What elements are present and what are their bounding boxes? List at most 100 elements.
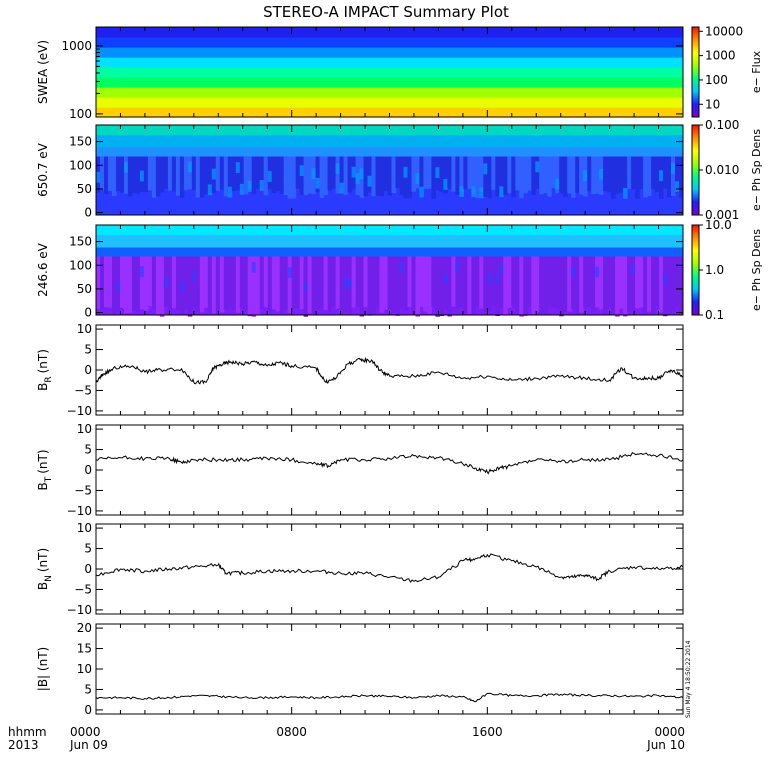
pad650-cell <box>207 184 213 196</box>
pad650-cell <box>571 156 576 198</box>
pad246-cell <box>227 235 233 248</box>
pad650-cell <box>623 135 628 148</box>
pad246-cell <box>431 235 436 248</box>
pad650-cell <box>415 156 420 189</box>
pad246-cell <box>195 247 201 257</box>
pad650-cell <box>395 135 400 148</box>
pad650-cell <box>175 156 181 196</box>
pad650-cell <box>479 125 484 136</box>
pad246-cell <box>663 274 668 285</box>
pad246-cell <box>507 247 512 257</box>
pad650-cell <box>367 175 372 187</box>
pad246-cell <box>619 256 624 309</box>
pad246-cell <box>183 225 189 236</box>
pad246-cell <box>343 235 349 248</box>
pad246-cell <box>463 235 468 248</box>
pad246-cell <box>367 235 372 248</box>
pad246-cell <box>451 225 456 236</box>
pad650-cell <box>635 156 640 199</box>
bmag-ytick-label: 10 <box>77 662 92 676</box>
pad650-cell <box>139 170 145 182</box>
pad650-cell <box>307 135 313 148</box>
bmag-ytick-label: 15 <box>77 642 92 656</box>
pad246-cell <box>151 256 157 310</box>
pad650-cell <box>559 125 564 136</box>
pad650-cell <box>223 147 229 157</box>
pad246-cell <box>567 225 572 236</box>
swea-energy-band <box>96 57 683 68</box>
pad246-cell <box>267 247 273 257</box>
pad650-cell <box>391 147 396 157</box>
pad246-cell <box>527 256 532 307</box>
pad246-cell <box>379 225 384 236</box>
pad246-cell <box>671 247 676 257</box>
pad650-cell <box>255 135 261 148</box>
pad650-cell <box>467 135 472 148</box>
pad246-cell <box>191 256 197 309</box>
pad246-cell <box>587 247 592 257</box>
pad650-cell <box>587 125 592 136</box>
pad650-cell <box>275 147 281 157</box>
pad246-cell <box>399 261 404 273</box>
pad246-cell <box>359 247 365 257</box>
pad246-cell <box>327 247 333 257</box>
pad246-cell <box>371 235 376 248</box>
pad650-cell <box>455 125 460 136</box>
bt-ytick-label: −10 <box>67 504 92 518</box>
pad650-cell <box>407 147 412 157</box>
pad246-cell <box>223 235 229 248</box>
pad246-cell <box>499 256 504 308</box>
pad650-cell <box>295 147 301 157</box>
pad246-cell <box>271 247 277 257</box>
pad246-cell <box>627 247 632 257</box>
pad650-cell <box>503 156 508 196</box>
pad650-cell <box>303 135 309 148</box>
pad246-cell <box>199 256 205 313</box>
pad650-cell <box>167 135 173 148</box>
pad246-cell <box>267 235 273 248</box>
pad246-cell <box>407 225 412 236</box>
pad246-cell <box>579 225 584 236</box>
pad246-cell <box>667 235 672 248</box>
pad650-cell <box>359 147 365 157</box>
pad650-cell <box>583 170 588 182</box>
pad246-cell <box>419 247 424 257</box>
pad246-cell <box>439 256 444 316</box>
bmag-ylabel: |B| (nT) <box>36 647 50 691</box>
pad650-cell <box>643 147 648 157</box>
pad650-cell <box>131 156 137 194</box>
pad246-cell <box>223 247 229 257</box>
pad246-cell <box>499 235 504 248</box>
pad650-cell <box>131 147 137 157</box>
pad246-cell <box>535 256 540 312</box>
pad246-cell <box>327 256 333 312</box>
pad650-cell <box>483 135 488 148</box>
xtick-label: 0000 <box>654 725 685 739</box>
pad650-cell <box>315 147 321 157</box>
pad650-cell <box>675 156 680 193</box>
pad246-cell <box>391 256 396 313</box>
pad246-cell <box>487 225 492 236</box>
pad650-cell <box>671 135 676 148</box>
pad246-cell <box>227 256 233 308</box>
pad246-cell <box>387 235 392 248</box>
bt-trace-group <box>95 452 684 475</box>
pad650-cell <box>455 147 460 157</box>
pad246-cell <box>124 247 129 257</box>
pad650-cell <box>399 125 404 136</box>
pad650-cell <box>559 147 564 157</box>
pad650-cell <box>108 156 113 192</box>
pad246-cell <box>307 247 313 257</box>
pad246-cell <box>463 247 468 257</box>
pad246-cell <box>283 247 289 257</box>
pad650-cell <box>259 125 265 136</box>
pad246-cell <box>631 247 636 257</box>
pad246-cell <box>267 225 273 236</box>
pad650-cell <box>112 147 117 157</box>
br-ytick-label: 5 <box>84 343 92 357</box>
pad650-cell <box>227 156 233 195</box>
pad650-cell <box>171 147 177 157</box>
pad246-cell <box>159 235 165 248</box>
pad246-spectrogram <box>96 225 684 317</box>
pad650-cell <box>112 125 117 136</box>
